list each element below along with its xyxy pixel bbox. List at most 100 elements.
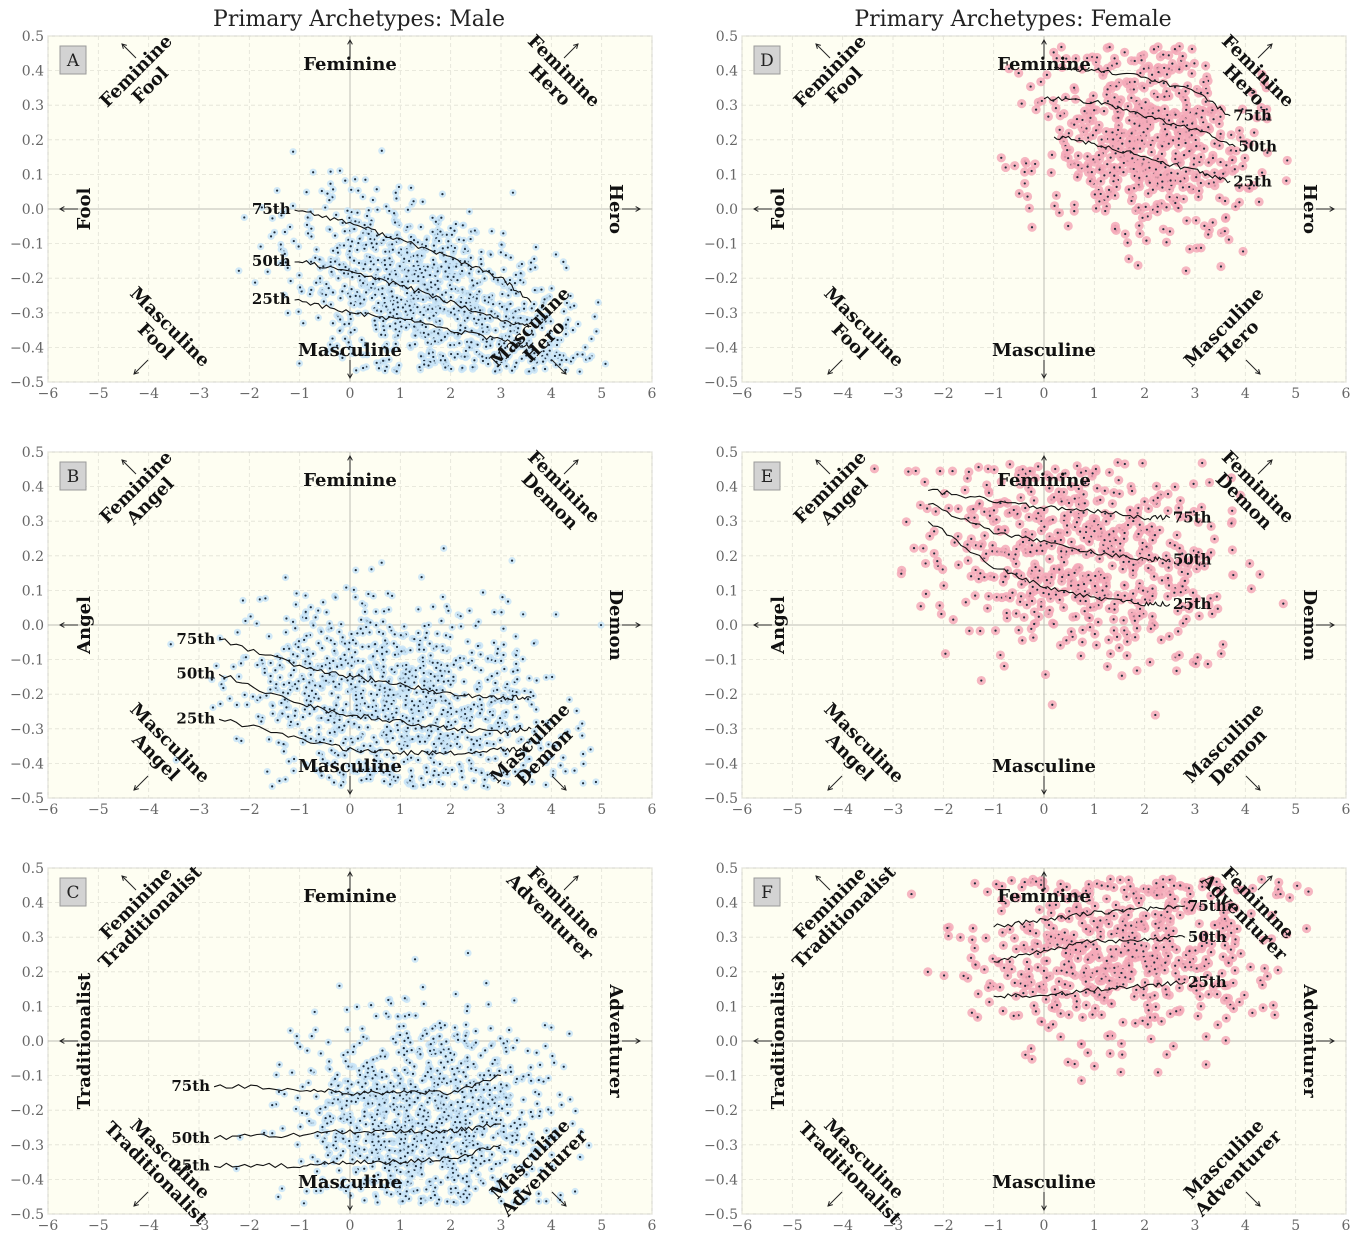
data-point	[374, 610, 378, 613]
data-point	[508, 278, 512, 282]
data-point	[329, 170, 332, 173]
data-point	[347, 322, 351, 325]
data-point	[377, 367, 381, 370]
data-point	[451, 626, 454, 629]
data-point	[576, 353, 579, 356]
data-point	[466, 640, 469, 643]
data-point	[571, 329, 575, 332]
data-point	[394, 322, 397, 325]
x-tick-label: 5	[597, 802, 606, 818]
x-tick-label: 2	[446, 802, 455, 818]
data-point	[389, 730, 392, 733]
y-tick-label: 0.4	[22, 480, 44, 496]
data-point	[413, 681, 416, 684]
data-point	[408, 344, 411, 347]
data-point	[457, 1174, 460, 1177]
x-tick-label: −2	[239, 802, 260, 818]
data-point	[324, 1106, 327, 1109]
data-point	[395, 312, 398, 316]
data-point	[447, 670, 450, 673]
data-point	[311, 652, 315, 655]
data-point	[486, 1146, 489, 1149]
data-point	[444, 1055, 447, 1058]
data-point	[371, 198, 375, 202]
data-point	[264, 597, 267, 600]
data-point	[478, 290, 481, 293]
data-point	[420, 576, 423, 579]
data-point	[280, 1187, 284, 1190]
data-point	[367, 232, 370, 235]
data-point	[350, 683, 353, 686]
data-point	[390, 290, 393, 293]
data-point	[483, 299, 486, 302]
data-point	[361, 195, 364, 198]
data-point	[425, 238, 428, 241]
data-point	[392, 716, 395, 719]
data-point	[507, 294, 510, 297]
x-tick-label: 6	[648, 1218, 657, 1234]
data-point	[461, 288, 464, 291]
data-point	[407, 269, 410, 272]
data-point	[488, 1088, 491, 1092]
data-point	[406, 225, 409, 229]
data-point	[494, 681, 497, 685]
data-point	[369, 268, 372, 271]
data-point	[356, 632, 359, 635]
data-point	[468, 759, 471, 762]
data-point	[271, 712, 274, 715]
data-point	[317, 642, 320, 645]
data-point	[284, 576, 287, 579]
data-point	[285, 706, 288, 709]
x-tick-label: 0	[346, 1218, 355, 1234]
data-point	[380, 561, 383, 564]
data-point	[376, 208, 379, 211]
data-point	[414, 675, 417, 678]
data-point	[427, 333, 430, 336]
data-point	[399, 634, 402, 637]
x-tick-label: 4	[547, 386, 556, 402]
data-point	[428, 687, 432, 690]
y-tick-label: 0.5	[22, 445, 44, 461]
data-point	[551, 773, 555, 776]
data-point	[566, 318, 570, 321]
data-point	[395, 296, 399, 299]
data-point	[417, 1113, 420, 1116]
x-tick-label: −4	[138, 386, 159, 402]
data-point	[373, 319, 376, 322]
data-point	[506, 727, 509, 730]
data-point	[406, 744, 409, 747]
data-point	[348, 250, 351, 253]
data-point	[473, 359, 476, 362]
data-point	[503, 667, 506, 671]
data-point	[364, 263, 367, 266]
y-tick-label: 0.2	[22, 965, 44, 981]
data-point	[446, 771, 449, 775]
data-point	[480, 703, 483, 707]
data-point	[316, 1134, 319, 1137]
data-point	[339, 297, 342, 300]
data-point	[469, 237, 472, 241]
data-point	[440, 339, 443, 342]
data-point	[317, 726, 320, 729]
scatter-points	[235, 147, 610, 376]
data-point	[595, 330, 598, 333]
data-point	[311, 1156, 314, 1159]
data-point	[419, 666, 422, 670]
data-point	[292, 769, 295, 772]
y-tick-label: 0.4	[22, 64, 44, 80]
data-point	[376, 259, 380, 262]
data-point	[469, 748, 472, 751]
data-point	[476, 343, 479, 346]
data-point	[534, 245, 538, 249]
data-point	[351, 276, 354, 279]
data-point	[490, 1167, 493, 1171]
data-point	[581, 734, 584, 737]
x-tick-label: 5	[597, 386, 606, 402]
data-point	[392, 348, 395, 351]
data-point	[269, 674, 272, 678]
data-point	[385, 365, 388, 368]
data-point	[492, 641, 496, 644]
data-point	[429, 281, 433, 284]
data-point	[408, 304, 411, 307]
data-point	[433, 249, 436, 253]
